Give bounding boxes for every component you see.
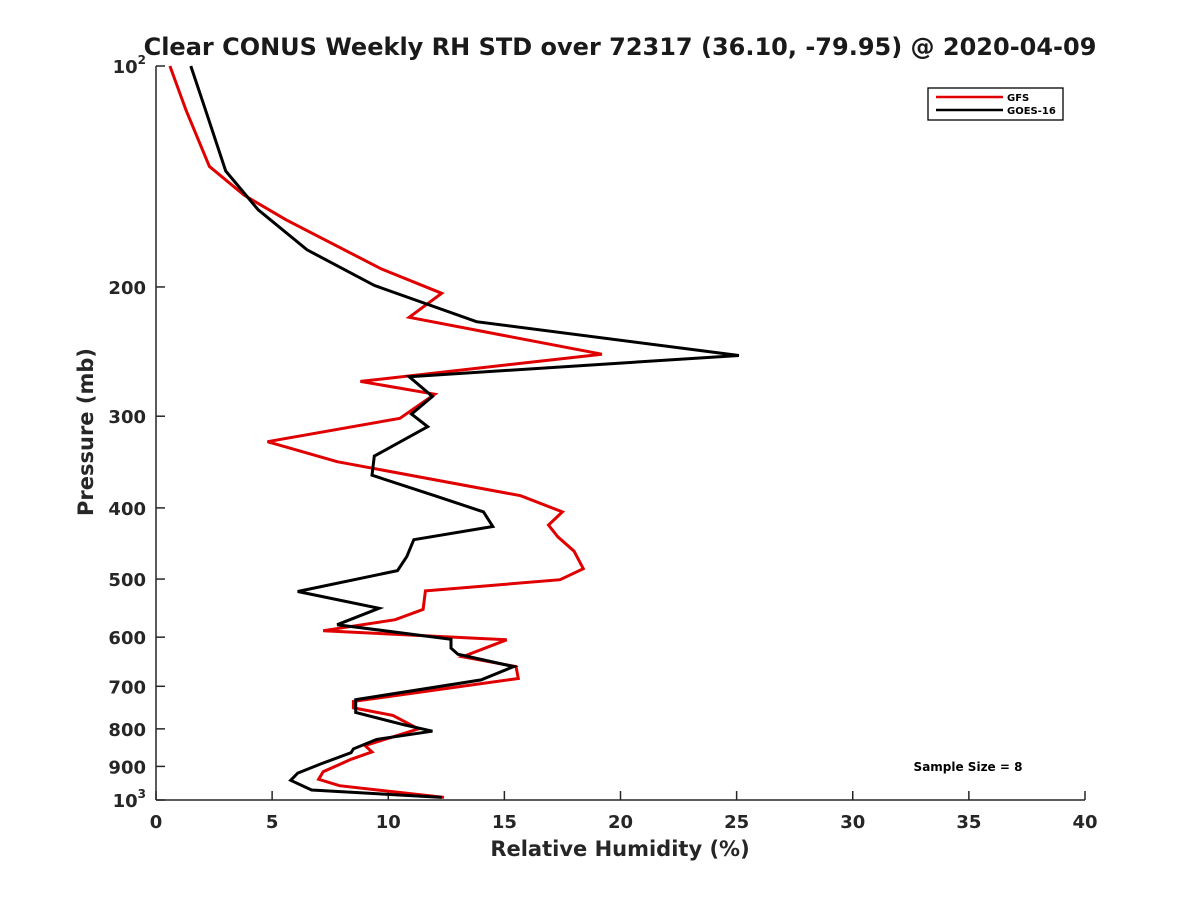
plot-area: 0 5 10 15 20 25 30 35 40 102 200 300 400 500 600 700 800… <box>108 53 1097 833</box>
x-tick-label: 15 <box>492 812 517 833</box>
legend-label-goes16: GOES-16 <box>1007 106 1056 117</box>
y-tick-label: 400 <box>108 499 146 520</box>
x-tick-label: 25 <box>724 812 749 833</box>
x-axis-label: Relative Humidity (%) <box>490 837 749 861</box>
y-tick-label: 300 <box>108 407 146 428</box>
y-tick-label: 103 <box>113 787 146 812</box>
chart-title: Clear CONUS Weekly RH STD over 72317 (36… <box>144 33 1097 61</box>
y-tick-label: 102 <box>113 53 146 78</box>
x-tick-label: 5 <box>266 812 279 833</box>
y-tick-label: 800 <box>108 720 146 741</box>
y-tick-label: 200 <box>108 278 146 299</box>
y-axis-label: Pressure (mb) <box>74 348 98 516</box>
series-line-goes16 <box>189 65 740 799</box>
legend: GFS GOES-16 <box>927 87 1064 121</box>
x-tick-label: 30 <box>840 812 865 833</box>
series-line-gfs <box>168 65 603 799</box>
y-tick-label: 500 <box>108 570 146 591</box>
y-tick-label: 700 <box>108 677 146 698</box>
legend-box <box>927 87 1064 121</box>
sample-size-annotation: Sample Size = 8 <box>914 760 1023 774</box>
x-tick-label: 0 <box>150 812 163 833</box>
legend-label-gfs: GFS <box>1007 93 1029 104</box>
x-tick-label: 20 <box>608 812 633 833</box>
y-tick-label: 600 <box>108 628 146 649</box>
x-tick-label: 10 <box>376 812 401 833</box>
y-tick-label: 900 <box>108 757 146 778</box>
x-tick-label: 35 <box>956 812 981 833</box>
x-tick-label: 40 <box>1072 812 1097 833</box>
